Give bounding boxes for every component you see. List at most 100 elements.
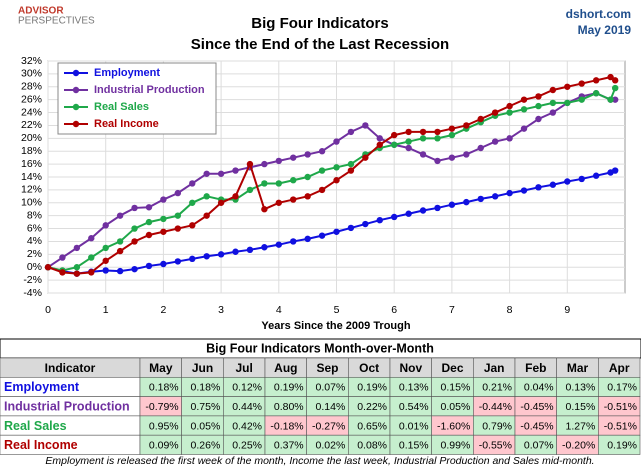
data-point [189, 255, 196, 263]
data-point [434, 157, 441, 165]
data-point [203, 193, 210, 200]
cell-value: 0.09% [149, 440, 179, 452]
cell-value: 0.19% [607, 440, 637, 452]
data-point [607, 96, 614, 103]
row-label: Real Income [4, 438, 78, 452]
data-point [434, 204, 441, 212]
y-tick-label: 2% [27, 248, 42, 260]
footnote: Employment is released the first week of… [45, 455, 594, 467]
cell-value: 0.13% [399, 382, 429, 394]
data-point [448, 131, 456, 139]
column-header: Apr [609, 361, 630, 375]
cell-value: 0.15% [399, 440, 429, 452]
cell-value: 0.65% [357, 420, 387, 432]
row-label: Employment [4, 380, 80, 394]
column-header: May [149, 361, 173, 375]
y-tick-label: 18% [21, 145, 42, 157]
data-point [261, 206, 268, 213]
data-point [116, 212, 124, 219]
data-point [304, 173, 311, 181]
y-tick-label: 6% [27, 222, 42, 234]
cell-value: 0.25% [232, 440, 262, 452]
data-point [73, 244, 81, 252]
data-point [116, 247, 124, 255]
data-point [73, 270, 81, 277]
cell-value: 0.44% [232, 401, 262, 413]
y-tick-label: 30% [21, 68, 42, 80]
data-point [290, 154, 297, 161]
data-point [419, 128, 427, 136]
data-point [246, 246, 254, 254]
data-point [275, 157, 282, 165]
data-point [419, 151, 427, 158]
data-point [592, 90, 600, 97]
data-point [535, 184, 542, 191]
column-header: Dec [441, 361, 463, 375]
data-point [145, 262, 153, 270]
data-point [520, 125, 528, 132]
x-tick-label: 8 [507, 304, 513, 316]
column-header: Jun [192, 361, 213, 375]
y-tick-label: 20% [21, 132, 42, 144]
legend-swatch [72, 86, 80, 94]
column-header: Feb [525, 361, 546, 375]
data-point [376, 135, 383, 142]
x-tick-label: 2 [160, 304, 166, 316]
data-point [362, 220, 369, 228]
data-point [88, 235, 95, 242]
cell-value: -0.18% [270, 420, 303, 432]
cell-value: 0.15% [441, 382, 471, 394]
data-point [145, 231, 153, 239]
y-tick-label: 26% [21, 93, 42, 105]
data-point [261, 160, 268, 168]
cell-value: 0.79% [482, 420, 512, 432]
data-point [174, 212, 182, 219]
cell-value: 0.99% [441, 440, 471, 452]
data-point [275, 241, 282, 248]
data-point [592, 172, 600, 179]
cell-value: 0.02% [316, 440, 346, 452]
data-point [203, 170, 210, 177]
data-point [463, 198, 470, 206]
data-point [549, 99, 557, 107]
data-point [592, 77, 600, 84]
data-point [611, 77, 619, 84]
data-point [611, 96, 619, 103]
data-point [333, 164, 340, 171]
data-point [578, 80, 585, 87]
data-point [477, 195, 484, 203]
data-point [189, 222, 196, 229]
data-point [217, 170, 225, 177]
data-point [44, 264, 52, 271]
data-point [160, 215, 167, 223]
y-tick-label: 28% [21, 81, 42, 93]
data-point [174, 189, 182, 197]
data-point [434, 128, 441, 136]
data-point [405, 128, 412, 136]
data-point [535, 115, 542, 123]
data-point [189, 180, 196, 187]
data-point [506, 109, 513, 116]
cell-value: -0.45% [520, 420, 553, 432]
data-point [318, 232, 326, 239]
data-point [564, 178, 571, 185]
data-point [232, 248, 239, 255]
data-point [607, 73, 614, 81]
cell-value: 0.04% [524, 382, 554, 394]
data-point [102, 222, 109, 229]
data-point [520, 106, 528, 113]
cell-value: 0.42% [232, 420, 262, 432]
data-point [131, 265, 138, 273]
data-point [261, 244, 268, 251]
data-point [131, 238, 138, 245]
data-point [391, 141, 398, 148]
column-header: Oct [359, 361, 379, 375]
y-tick-label: -4% [23, 287, 42, 299]
data-point [102, 257, 109, 264]
cell-value: 0.05% [191, 420, 221, 432]
data-point [217, 251, 225, 258]
cell-value: 0.75% [191, 401, 221, 413]
data-point [59, 269, 66, 276]
data-point [520, 96, 528, 103]
data-point [217, 199, 225, 206]
